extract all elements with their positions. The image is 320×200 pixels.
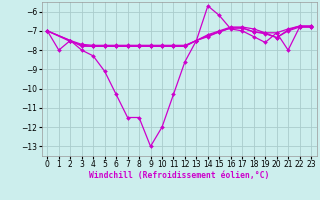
X-axis label: Windchill (Refroidissement éolien,°C): Windchill (Refroidissement éolien,°C) bbox=[89, 171, 269, 180]
